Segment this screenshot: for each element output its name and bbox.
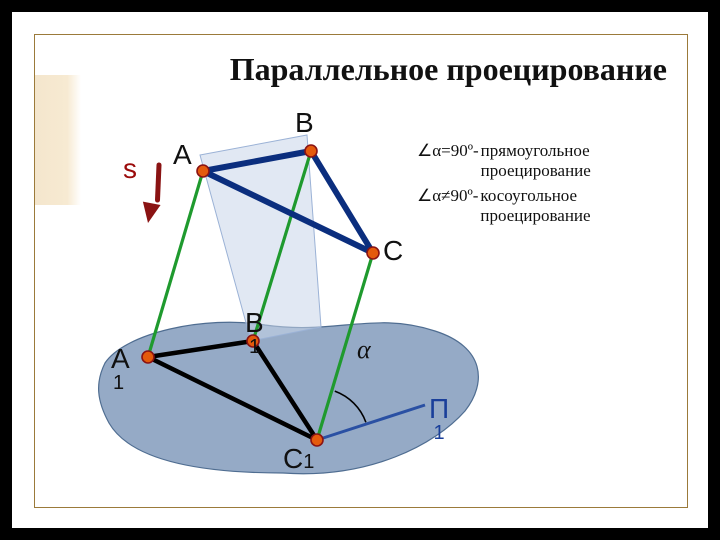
label-s: s (123, 153, 137, 185)
label-B1: B (245, 307, 264, 339)
label-A: A (173, 139, 192, 171)
label-B: B (295, 107, 314, 139)
diagram-card: Параллельное проецирование ∠α=90º- прямо… (34, 34, 688, 508)
label-A1: A (111, 343, 130, 375)
label-plane: П 1 (429, 395, 449, 443)
projection-diagram (35, 35, 687, 507)
label-alpha: α (357, 335, 371, 365)
label-C1: C1 (283, 443, 314, 475)
label-C: C (383, 235, 403, 267)
label-B1-sub: 1 (249, 337, 260, 357)
label-A1-sub: 1 (113, 373, 124, 393)
